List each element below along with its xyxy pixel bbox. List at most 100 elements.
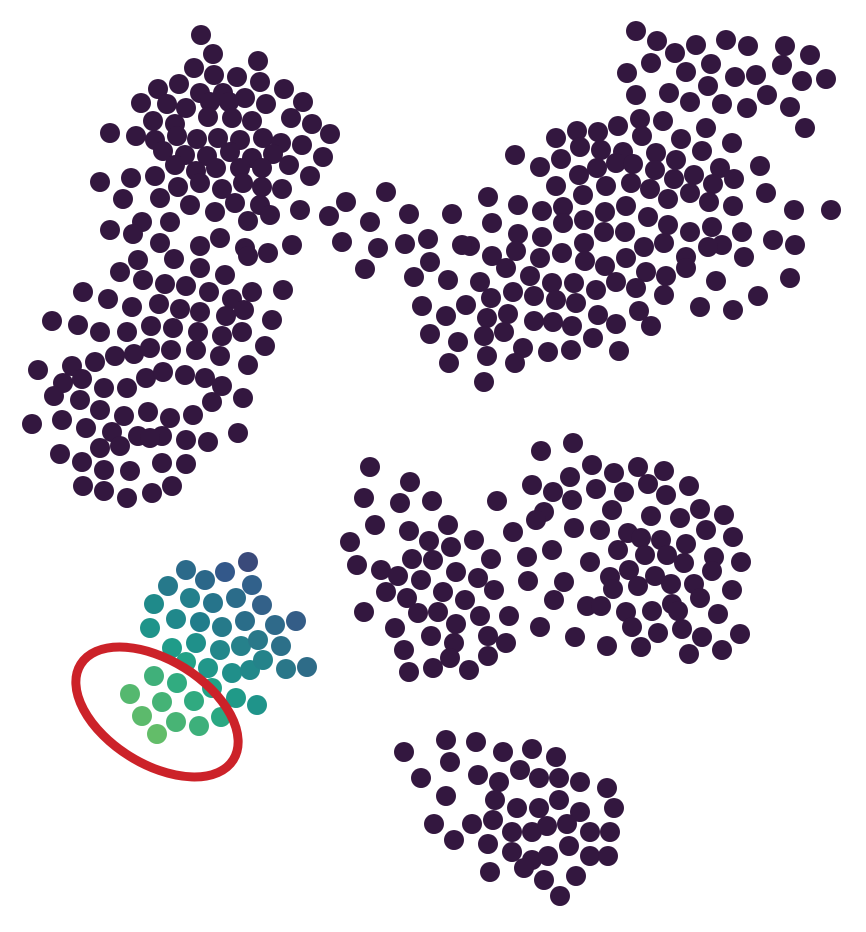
data-point bbox=[395, 234, 415, 254]
data-point bbox=[696, 520, 716, 540]
data-point bbox=[186, 633, 206, 653]
data-point bbox=[686, 35, 706, 55]
data-point bbox=[580, 552, 600, 572]
data-point bbox=[438, 270, 458, 290]
data-point bbox=[645, 160, 665, 180]
data-point bbox=[252, 177, 272, 197]
data-point bbox=[148, 79, 168, 99]
data-point bbox=[792, 71, 812, 91]
data-point bbox=[616, 248, 636, 268]
data-point bbox=[485, 790, 505, 810]
data-point bbox=[665, 43, 685, 63]
data-point bbox=[591, 596, 611, 616]
data-point bbox=[170, 299, 190, 319]
data-point bbox=[587, 158, 607, 178]
data-point bbox=[436, 786, 456, 806]
data-point bbox=[231, 636, 251, 656]
data-point bbox=[482, 246, 502, 266]
data-point bbox=[714, 505, 734, 525]
data-point bbox=[138, 402, 158, 422]
data-point bbox=[360, 457, 380, 477]
data-point bbox=[658, 215, 678, 235]
data-point bbox=[646, 143, 666, 163]
data-point bbox=[293, 92, 313, 112]
data-point bbox=[478, 834, 498, 854]
data-point bbox=[785, 235, 805, 255]
data-point bbox=[505, 353, 525, 373]
data-point bbox=[145, 166, 165, 186]
data-point bbox=[573, 185, 593, 205]
data-point bbox=[319, 206, 339, 226]
data-point bbox=[508, 224, 528, 244]
cluster-bottom-left-gradient bbox=[120, 552, 317, 744]
data-point bbox=[440, 648, 460, 668]
data-point bbox=[190, 612, 210, 632]
data-point bbox=[690, 297, 710, 317]
data-point bbox=[190, 173, 210, 193]
data-point bbox=[712, 94, 732, 114]
data-point bbox=[594, 222, 614, 242]
data-point bbox=[628, 576, 648, 596]
data-point bbox=[100, 220, 120, 240]
data-point bbox=[481, 549, 501, 569]
data-point bbox=[44, 386, 64, 406]
data-point bbox=[679, 476, 699, 496]
data-point bbox=[462, 814, 482, 834]
data-point bbox=[638, 207, 658, 227]
data-point bbox=[248, 630, 268, 650]
data-point bbox=[481, 288, 501, 308]
data-point bbox=[121, 168, 141, 188]
data-point bbox=[542, 273, 562, 293]
data-point bbox=[724, 169, 744, 189]
data-point bbox=[169, 74, 189, 94]
data-point bbox=[400, 472, 420, 492]
data-point bbox=[595, 202, 615, 222]
data-point bbox=[723, 527, 743, 547]
data-point bbox=[470, 272, 490, 292]
data-point bbox=[574, 210, 594, 230]
data-point bbox=[215, 265, 235, 285]
data-point bbox=[690, 499, 710, 519]
data-point bbox=[90, 172, 110, 192]
data-point bbox=[474, 372, 494, 392]
data-point bbox=[630, 109, 650, 129]
data-point bbox=[190, 258, 210, 278]
data-point bbox=[360, 212, 380, 232]
data-point bbox=[656, 266, 676, 286]
data-point bbox=[503, 282, 523, 302]
data-point bbox=[340, 532, 360, 552]
data-point bbox=[140, 338, 160, 358]
data-point bbox=[70, 390, 90, 410]
data-point bbox=[494, 322, 514, 342]
data-point bbox=[484, 580, 504, 600]
data-point bbox=[496, 258, 516, 278]
data-point bbox=[68, 315, 88, 335]
data-point bbox=[94, 378, 114, 398]
data-point bbox=[648, 623, 668, 643]
data-point bbox=[215, 562, 235, 582]
data-point bbox=[671, 129, 691, 149]
data-point bbox=[641, 506, 661, 526]
data-point bbox=[265, 615, 285, 635]
data-point bbox=[642, 601, 662, 621]
data-point bbox=[436, 730, 456, 750]
data-point bbox=[602, 500, 622, 520]
data-point bbox=[276, 659, 296, 679]
data-point bbox=[272, 179, 292, 199]
data-point bbox=[420, 324, 440, 344]
data-point bbox=[222, 663, 242, 683]
data-point bbox=[208, 128, 228, 148]
data-point bbox=[238, 246, 258, 266]
data-point bbox=[508, 195, 528, 215]
data-point bbox=[653, 111, 673, 131]
data-point bbox=[222, 108, 242, 128]
data-point bbox=[441, 537, 461, 557]
data-point bbox=[255, 336, 275, 356]
data-point bbox=[559, 836, 579, 856]
data-point bbox=[42, 311, 62, 331]
highlight-ellipse bbox=[71, 642, 243, 782]
data-point bbox=[176, 560, 196, 580]
data-point bbox=[738, 36, 758, 56]
data-point bbox=[394, 640, 414, 660]
data-point bbox=[420, 252, 440, 272]
